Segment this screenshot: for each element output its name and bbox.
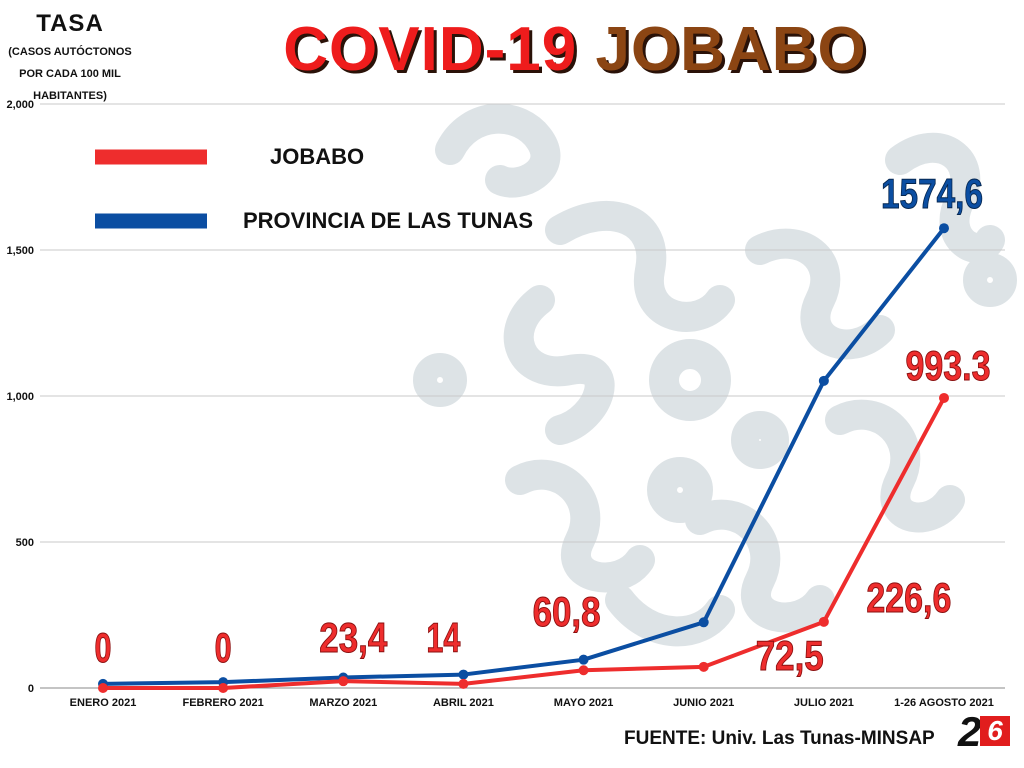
watermark-stroke	[825, 399, 965, 533]
data-point	[818, 616, 829, 627]
watermark-stroke	[545, 200, 735, 332]
watermark-dot	[731, 411, 789, 469]
data-point	[578, 654, 589, 665]
watermark-dot	[413, 353, 467, 407]
chart-title: COVID-19 JOBABO	[0, 14, 1024, 85]
data-point	[698, 661, 709, 672]
series-line	[103, 397, 946, 690]
watermark-stroke	[745, 228, 895, 360]
y-tick-label: 1,000	[6, 391, 34, 403]
y-axis-subtitle-line: HABITANTES)	[33, 90, 107, 102]
watermark-dot	[649, 339, 731, 421]
x-tick-label: JUNIO 2021	[673, 697, 734, 709]
chart-title-part2: JOBABO	[595, 15, 867, 84]
watermark-stroke	[435, 103, 561, 198]
y-tick-label: 2,000	[6, 99, 34, 111]
y-tick-label: 500	[16, 537, 34, 549]
y-axis-title: TASA (CASOS AUTÓCTONOS POR CADA 100 MIL …	[0, 10, 140, 104]
watermark-dot	[963, 253, 1017, 307]
data-point	[578, 665, 589, 676]
logo-digit-2: 2	[958, 708, 982, 755]
x-tick-label: MARZO 2021	[309, 697, 377, 709]
legend-label-jobabo: JOBABO	[270, 144, 365, 169]
chart-title-part1: COVID-19	[283, 15, 578, 84]
data-label: 0	[215, 624, 232, 671]
data-point	[338, 676, 349, 687]
y-axis-title-main: TASA	[36, 10, 104, 37]
legend-label-provincia: PROVINCIA DE LAS TUNAS	[243, 208, 534, 233]
data-label: 23,4	[319, 614, 388, 661]
series-line	[102, 226, 946, 686]
watermark-stroke	[503, 285, 615, 445]
brand-logo: 2 6	[958, 708, 1014, 755]
data-label: 0	[95, 624, 112, 671]
x-tick-label: ABRIL 2021	[433, 697, 494, 709]
x-tick-label: ENERO 2021	[70, 697, 137, 709]
data-point	[458, 678, 469, 689]
y-axis-subtitle-line: POR CADA 100 MIL	[19, 68, 121, 80]
data-label: 14	[426, 614, 460, 661]
y-axis-subtitle-line: (CASOS AUTÓCTONOS	[8, 46, 132, 58]
watermark-stroke	[685, 499, 835, 633]
data-label: 60,8	[533, 588, 601, 635]
data-point	[818, 375, 829, 386]
x-tick-label: 1-26 AGOSTO 2021	[894, 697, 994, 709]
data-label: 226,6	[866, 574, 951, 621]
watermark-stroke	[505, 459, 655, 593]
data-point	[218, 683, 229, 693]
x-tick-label: FEBRERO 2021	[182, 697, 263, 709]
x-tick-label: MAYO 2021	[554, 697, 614, 709]
y-tick-label: 1,500	[6, 245, 34, 257]
watermark-dot	[647, 457, 713, 523]
virus-watermark	[413, 103, 1017, 647]
data-point	[939, 392, 949, 403]
data-label: 72,5	[756, 632, 824, 679]
logo-digit-6: 6	[980, 716, 1010, 746]
data-point	[939, 223, 949, 234]
data-point	[458, 669, 469, 680]
data-label: 1574,6	[881, 170, 983, 217]
watermark-stroke	[885, 132, 1005, 263]
data-point	[98, 683, 108, 693]
y-tick-label: 0	[28, 683, 34, 695]
data-label: 993.3	[906, 342, 991, 389]
source-note: FUENTE: Univ. Las Tunas-MINSAP	[624, 728, 935, 749]
x-tick-label: JULIO 2021	[794, 697, 854, 709]
data-point	[698, 617, 709, 628]
